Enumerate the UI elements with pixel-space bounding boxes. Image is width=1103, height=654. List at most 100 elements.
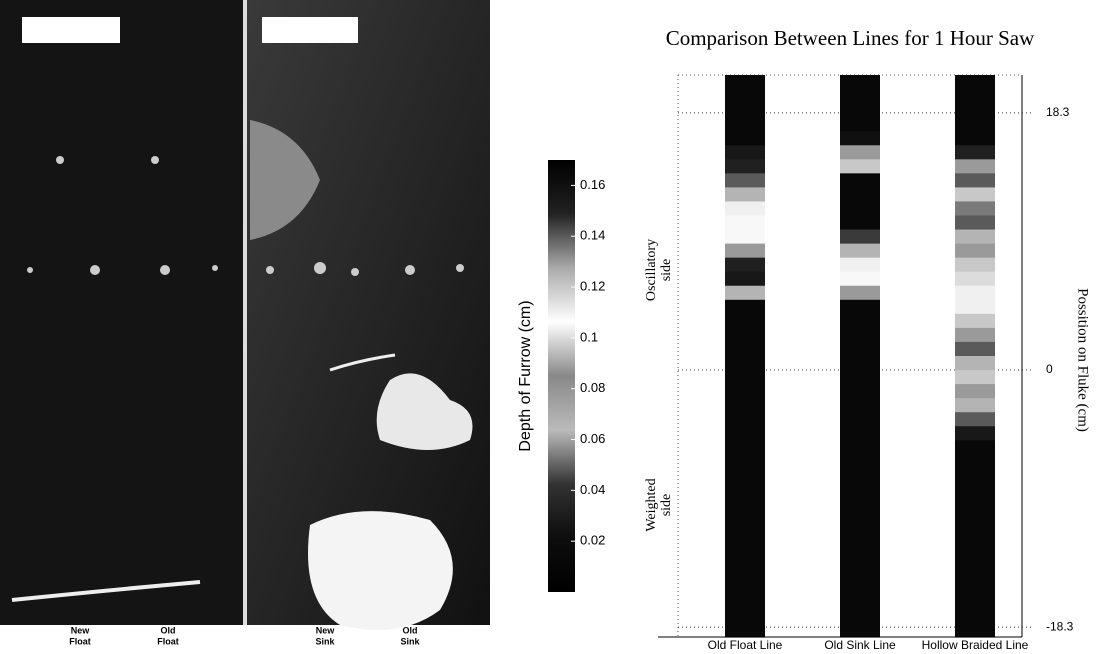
heatmap-cell <box>725 468 765 483</box>
heatmap-cell <box>840 300 880 315</box>
image-label: Sink <box>315 636 335 646</box>
heatmap-cell <box>725 595 765 610</box>
heatmap-cell <box>725 342 765 357</box>
scale-box <box>262 17 358 43</box>
heatmap-cell <box>840 581 880 596</box>
heatmap-cell <box>725 314 765 329</box>
heatmap-cell <box>840 286 880 301</box>
heatmap-cell <box>840 328 880 343</box>
heatmap-cell <box>840 398 880 413</box>
figure: Comparison Between Lines for 1 Hour Saw … <box>0 0 1103 654</box>
heatmap-cell <box>725 244 765 259</box>
heatmap-cell <box>840 230 880 245</box>
heatmap-cell <box>955 258 995 273</box>
heatmap-cell <box>955 201 995 216</box>
heatmap-cell <box>725 609 765 624</box>
image-label: Float <box>69 636 91 646</box>
annotation: side <box>659 259 674 282</box>
heatmap-cell <box>955 314 995 329</box>
heatmap-cell <box>955 384 995 399</box>
heatmap-cell <box>955 103 995 118</box>
heatmap-cell <box>840 216 880 231</box>
y-tick-label: 18.3 <box>1046 105 1070 119</box>
heatmap-cell <box>725 412 765 427</box>
heatmap-cell <box>840 525 880 540</box>
image-label: New <box>71 625 91 635</box>
colorbar-label: Depth of Furrow (cm) <box>517 300 534 451</box>
heatmap-cell <box>840 384 880 399</box>
blob <box>308 511 453 630</box>
heatmap-cell <box>840 187 880 202</box>
heatmap-cell <box>725 482 765 497</box>
heatmap-cell <box>840 595 880 610</box>
heatmap-cell <box>955 216 995 231</box>
heatmap-cell <box>840 145 880 160</box>
heatmap-cell <box>840 440 880 455</box>
heatmap-cell <box>955 89 995 104</box>
colorbar-tick-label: 0.12 <box>580 278 605 293</box>
heatmap-cell <box>840 103 880 118</box>
image-label: Sink <box>400 636 420 646</box>
heatmap-cell <box>955 75 995 90</box>
colorbar-tick-label: 0.04 <box>580 482 605 497</box>
heatmap-cell <box>725 258 765 273</box>
x-tick-label: Old Float Line <box>708 638 783 652</box>
colorbar <box>548 160 575 592</box>
heatmap-cell <box>725 103 765 118</box>
heatmap-cell <box>840 117 880 132</box>
photo-panels <box>0 0 490 630</box>
heatmap-cell <box>840 173 880 188</box>
heatmap-cell <box>955 328 995 343</box>
colorbar-tick-label: 0.02 <box>580 533 605 548</box>
colorbar-tick-label: 0.08 <box>580 380 605 395</box>
heatmap-cell <box>725 173 765 188</box>
heatmap-cell <box>840 370 880 385</box>
photo-divider <box>243 0 247 625</box>
heatmap-cell <box>840 272 880 287</box>
heatmap-cell <box>955 272 995 287</box>
heatmap-cell <box>840 412 880 427</box>
heatmap-cell <box>955 539 995 554</box>
heatmap-cell <box>725 328 765 343</box>
heatmap-cell <box>955 553 995 568</box>
heatmap-cell <box>840 426 880 441</box>
photo-left <box>0 0 243 625</box>
heatmap-cell <box>840 609 880 624</box>
heatmap-cell <box>955 356 995 371</box>
heatmap-cell <box>840 342 880 357</box>
heatmap-cell <box>725 286 765 301</box>
annotation: side <box>659 494 674 517</box>
heatmap-cell <box>840 468 880 483</box>
scale-box <box>22 17 120 43</box>
x-tick-label: Hollow Braided Line <box>922 638 1029 652</box>
heatmap-cell <box>955 145 995 160</box>
heatmap-cell <box>955 244 995 259</box>
heatmap-cell <box>955 286 995 301</box>
heatmap-cell <box>725 623 765 638</box>
heatmap-cell <box>840 258 880 273</box>
heatmap-cell <box>725 216 765 231</box>
heatmap-cell <box>725 398 765 413</box>
heatmap-cell <box>725 75 765 90</box>
heatmap-cell <box>955 454 995 469</box>
heatmap-cell <box>725 567 765 582</box>
image-label: Float <box>157 636 179 646</box>
heatmap-cell <box>840 497 880 512</box>
heatmap-cell <box>725 272 765 287</box>
image-label: Old <box>161 625 176 635</box>
heatmap-cell <box>840 201 880 216</box>
colorbar-tick-label: 0.06 <box>580 431 605 446</box>
heatmap-cell <box>955 370 995 385</box>
heatmap-cell <box>955 595 995 610</box>
heatmap-cell <box>725 117 765 132</box>
heatmap-cell <box>955 230 995 245</box>
heatmap-cell <box>725 187 765 202</box>
heatmap-cell <box>725 300 765 315</box>
heatmap-cell <box>955 159 995 174</box>
image-label: New <box>316 625 336 635</box>
colorbar-tick-label: 0.14 <box>580 228 605 243</box>
heatmap-cell <box>840 89 880 104</box>
heatmap-cell <box>955 117 995 132</box>
heatmap-cell <box>955 131 995 146</box>
heatmap-cell <box>955 468 995 483</box>
